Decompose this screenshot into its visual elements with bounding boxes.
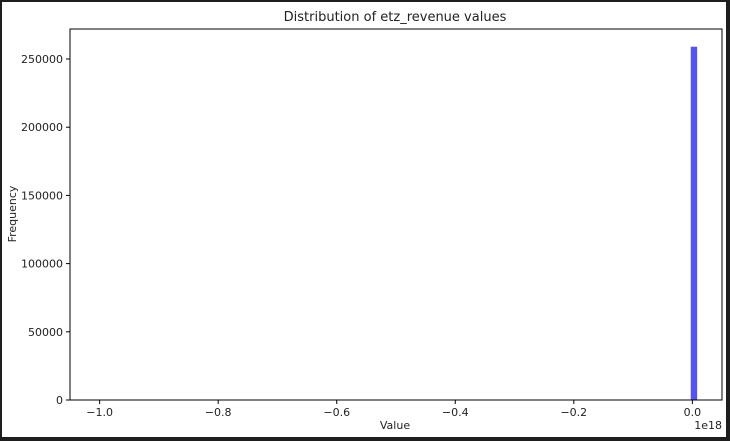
x-tick-label: −0.4 bbox=[442, 406, 469, 419]
x-tick-label: −1.0 bbox=[86, 406, 113, 419]
y-tick-label: 200000 bbox=[21, 121, 63, 134]
y-axis-label: Frequency bbox=[6, 185, 19, 242]
y-ticks: 0 50000 100000 150000 200000 250000 bbox=[21, 53, 70, 407]
x-tick-label: −0.6 bbox=[323, 406, 350, 419]
histogram-chart: Distribution of etz_revenue values 0 5000… bbox=[6, 10, 723, 432]
x-tick-label: −0.2 bbox=[560, 406, 587, 419]
y-tick-label: 250000 bbox=[21, 53, 63, 66]
plot-area-frame bbox=[69, 28, 723, 401]
y-tick-label: 0 bbox=[56, 394, 63, 407]
x-axis-label: Value bbox=[380, 419, 410, 432]
y-tick-label: 100000 bbox=[21, 258, 63, 271]
histogram-bar-0 bbox=[690, 46, 698, 400]
x-tick-label: −0.8 bbox=[205, 406, 232, 419]
bars-layer bbox=[690, 46, 698, 400]
chart-canvas: Distribution of etz_revenue values 0 5000… bbox=[2, 2, 726, 437]
y-tick-label: 50000 bbox=[28, 326, 63, 339]
x-tick-label: 0.0 bbox=[684, 406, 702, 419]
y-tick-label: 150000 bbox=[21, 189, 63, 202]
x-ticks: −1.0 −0.8 −0.6 −0.4 −0.2 0.0 bbox=[86, 400, 701, 419]
x-axis-offset-label: 1e18 bbox=[694, 419, 722, 432]
chart-title: Distribution of etz_revenue values bbox=[284, 10, 507, 25]
